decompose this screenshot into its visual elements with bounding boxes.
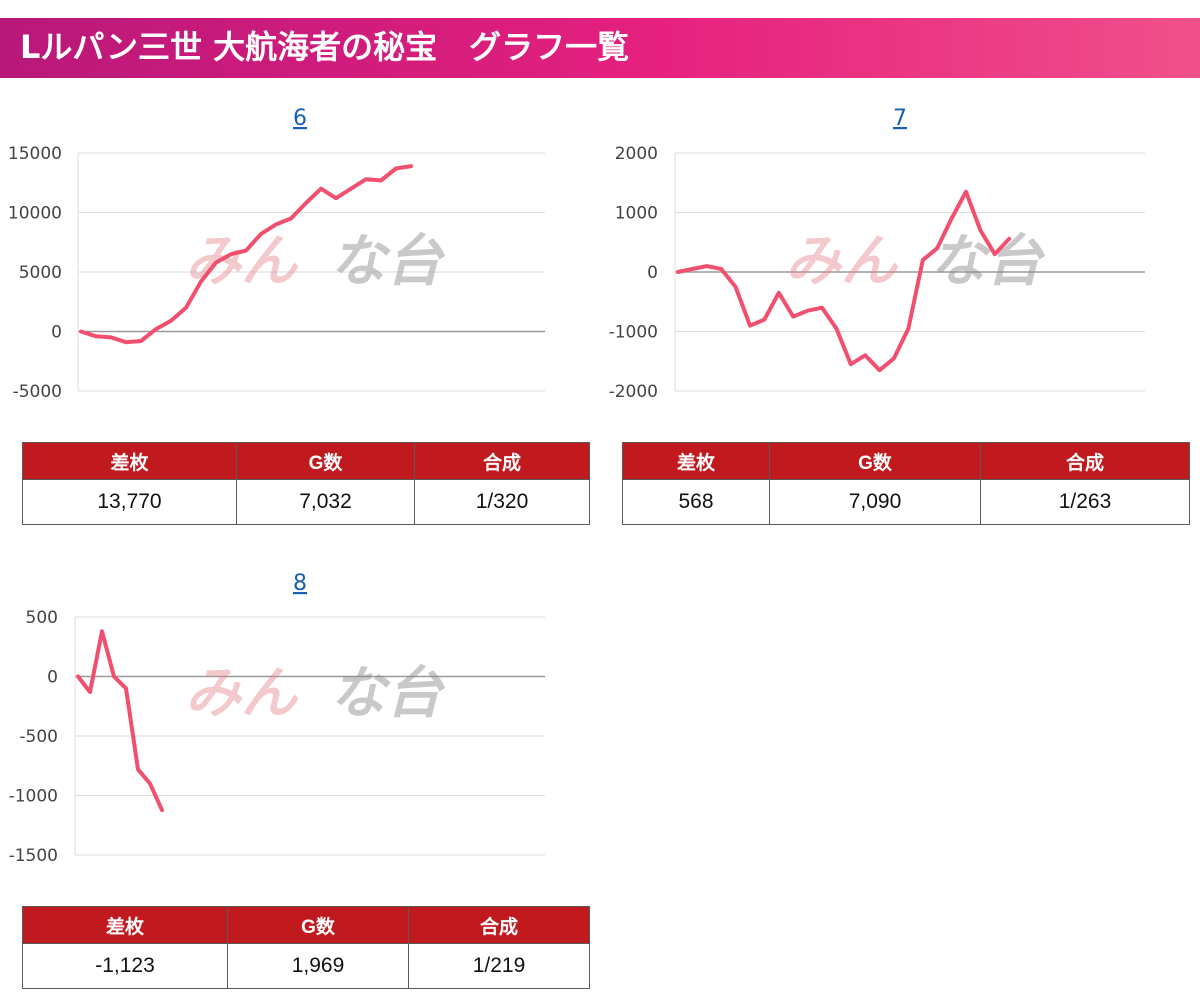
- watermark-logo: みん な台: [785, 229, 1045, 294]
- chart-panel-8: 8 500 0 -500 -1000 -1500 みん な台: [0, 560, 600, 890]
- chart-panel-6: 6 15000 10000 5000 0 -5000 みん な台: [0, 95, 600, 425]
- y-tick-label: -1500: [9, 846, 58, 866]
- y-tick-label: -500: [19, 727, 58, 747]
- series-line: [79, 164, 413, 345]
- stats-header-row: 差枚 G数 合成: [22, 906, 590, 944]
- value-g-count: 1,969: [227, 943, 409, 989]
- y-tick-label: 0: [647, 263, 658, 283]
- series-line: [76, 629, 164, 813]
- value-combined: 1/263: [980, 479, 1190, 525]
- header-sa-mai: 差枚: [22, 442, 237, 480]
- stats-header-row: 差枚 G数 合成: [22, 442, 590, 480]
- header-g-count: G数: [769, 442, 981, 480]
- line-chart-6: 6 15000 10000 5000 0 -5000 みん な台: [8, 106, 545, 402]
- y-tick-label: -1000: [9, 787, 58, 807]
- stats-table-6: 差枚 G数 合成 13,770 7,032 1/320: [22, 442, 590, 525]
- svg-text:みん: みん: [185, 661, 299, 726]
- chart-panel-7: 7 2000 1000 0 -1000 -2000 みん な台: [600, 95, 1200, 425]
- series-line: [676, 189, 1012, 373]
- value-combined: 1/320: [414, 479, 590, 525]
- y-tick-label: -1000: [609, 323, 658, 343]
- chart-title[interactable]: 8: [293, 571, 307, 596]
- stats-value-row: -1,123 1,969 1/219: [22, 943, 590, 989]
- top-strip: [0, 0, 1200, 19]
- header-combined: 合成: [980, 442, 1190, 480]
- value-g-count: 7,032: [236, 479, 415, 525]
- page-header: Lルパン三世 大航海者の秘宝 グラフ一覧: [0, 18, 1200, 78]
- stats-table-8: 差枚 G数 合成 -1,123 1,969 1/219: [22, 906, 590, 989]
- value-g-count: 7,090: [769, 479, 981, 525]
- watermark-logo: みん な台: [185, 229, 445, 294]
- y-tick-label: 0: [51, 323, 62, 343]
- y-tick-label: 1000: [615, 204, 658, 224]
- header-combined: 合成: [408, 906, 590, 944]
- header-sa-mai: 差枚: [622, 442, 770, 480]
- y-tick-label: -5000: [13, 382, 62, 402]
- header-combined: 合成: [414, 442, 590, 480]
- header-g-count: G数: [236, 442, 415, 480]
- value-combined: 1/219: [408, 943, 590, 989]
- y-tick-label: -2000: [609, 382, 658, 402]
- stats-header-row: 差枚 G数 合成: [622, 442, 1190, 480]
- chart-title[interactable]: 7: [893, 106, 907, 131]
- header-g-count: G数: [227, 906, 409, 944]
- svg-text:な台: な台: [330, 661, 445, 726]
- value-sa-mai: 568: [622, 479, 770, 525]
- svg-text:みん: みん: [785, 229, 899, 294]
- page-title: Lルパン三世 大航海者の秘宝 グラフ一覧: [20, 28, 630, 66]
- value-sa-mai: 13,770: [22, 479, 237, 525]
- stats-value-row: 13,770 7,032 1/320: [22, 479, 590, 525]
- svg-text:な台: な台: [330, 229, 445, 294]
- y-tick-label: 2000: [615, 144, 658, 164]
- header-sa-mai: 差枚: [22, 906, 228, 944]
- y-tick-label: 0: [47, 668, 58, 688]
- watermark-logo: みん な台: [185, 661, 445, 726]
- y-tick-label: 500: [26, 608, 58, 628]
- stats-value-row: 568 7,090 1/263: [622, 479, 1190, 525]
- y-tick-label: 5000: [19, 263, 62, 283]
- svg-text:みん: みん: [185, 229, 299, 294]
- value-sa-mai: -1,123: [22, 943, 228, 989]
- chart-title[interactable]: 6: [293, 106, 307, 131]
- line-chart-7: 7 2000 1000 0 -1000 -2000 みん な台: [609, 106, 1145, 402]
- y-tick-label: 10000: [8, 204, 62, 224]
- stats-table-7: 差枚 G数 合成 568 7,090 1/263: [622, 442, 1190, 525]
- y-tick-label: 15000: [8, 144, 62, 164]
- line-chart-8: 8 500 0 -500 -1000 -1500 みん な台: [9, 571, 545, 866]
